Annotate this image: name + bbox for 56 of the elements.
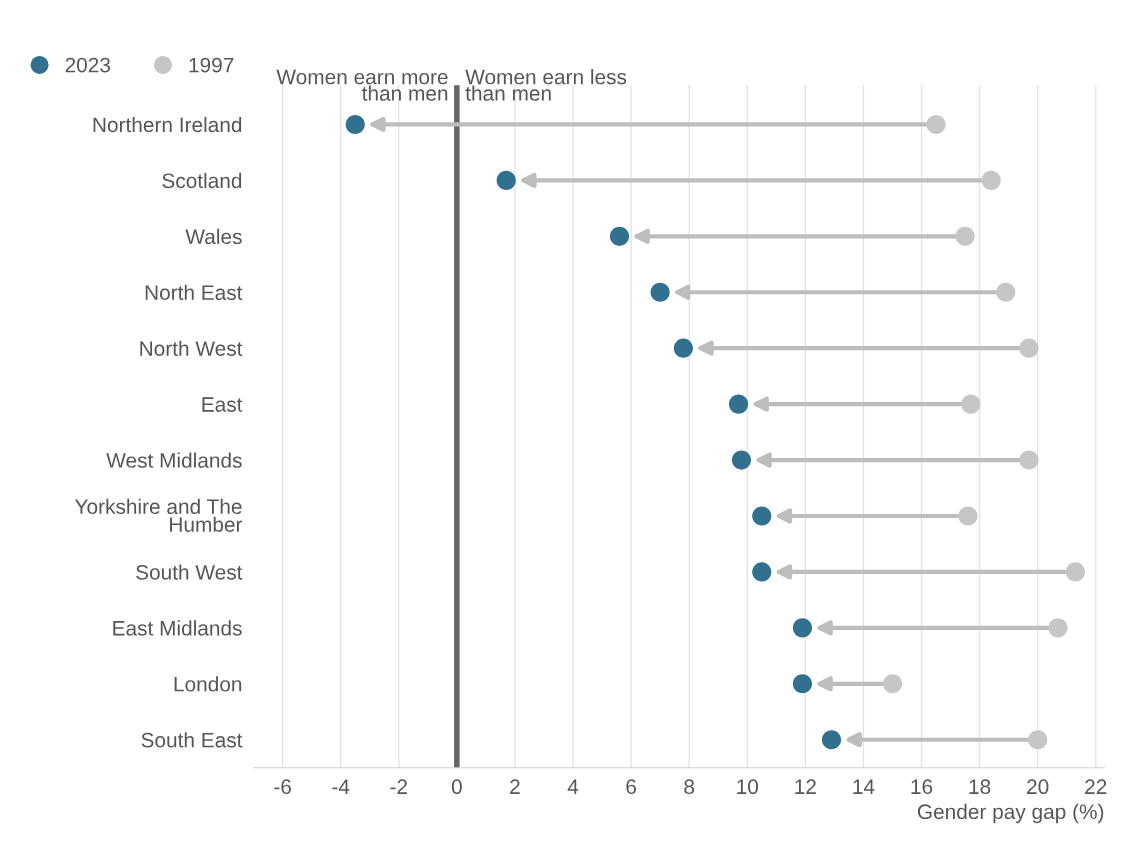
point <box>752 506 772 526</box>
y-tick-label: East Midlands <box>113 620 242 636</box>
x-axis-title: Gender pay gap (%) <box>917 803 1104 824</box>
point <box>792 618 813 638</box>
point <box>958 506 978 526</box>
point <box>345 114 365 135</box>
x-tick-label: 4 <box>567 779 579 794</box>
x-tick-label: 8 <box>684 779 695 795</box>
y-tick-label: East <box>202 397 243 412</box>
x-tick-label: 6 <box>626 779 636 795</box>
point <box>728 394 749 414</box>
x-tick-label: 20 <box>1027 779 1049 795</box>
point <box>496 170 516 190</box>
point <box>821 730 842 750</box>
legend-label: 1997 <box>189 57 234 73</box>
x-tick-label: 14 <box>853 779 875 794</box>
point <box>1028 730 1048 750</box>
point <box>981 170 1001 190</box>
point <box>926 114 946 135</box>
x-tick-label: -2 <box>390 779 407 794</box>
x-tick-label: -4 <box>332 779 350 794</box>
y-tick-label: Yorkshire and The Humber <box>74 498 243 532</box>
x-tick-label: 18 <box>969 779 991 795</box>
x-tick-label: 10 <box>737 779 759 795</box>
x-tick-label: 2 <box>510 779 520 794</box>
y-tick-label: Scotland <box>162 172 242 189</box>
point <box>1048 618 1068 638</box>
y-tick-label: West Midlands <box>106 452 242 468</box>
y-tick-label: South West <box>136 564 243 580</box>
y-tick-label: Northern Ireland <box>93 116 242 133</box>
legend-label: 2023 <box>65 57 111 73</box>
point <box>961 394 981 414</box>
x-tick-label: 22 <box>1085 779 1107 794</box>
point <box>882 674 903 694</box>
point <box>1019 450 1039 470</box>
point <box>792 674 813 694</box>
point <box>673 338 693 358</box>
y-tick-label: North West <box>140 340 243 356</box>
y-tick-label: London <box>174 676 242 692</box>
point <box>650 282 670 302</box>
x-tick-label: 16 <box>911 779 933 795</box>
y-tick-label: Wales <box>185 228 242 245</box>
y-tick-label: North East <box>145 284 243 301</box>
point <box>1019 338 1039 358</box>
point <box>955 226 975 246</box>
x-tick-label: 0 <box>451 779 462 795</box>
point <box>752 562 772 582</box>
annotation: Women earn more than men <box>276 69 448 101</box>
y-tick-label: South East <box>141 732 243 748</box>
point <box>996 282 1016 302</box>
point <box>609 226 630 246</box>
point <box>1065 562 1085 582</box>
x-tick-label: -6 <box>274 779 291 795</box>
point <box>731 450 752 470</box>
x-tick-label: 12 <box>795 779 816 794</box>
annotation: Women earn less than men <box>465 69 627 101</box>
